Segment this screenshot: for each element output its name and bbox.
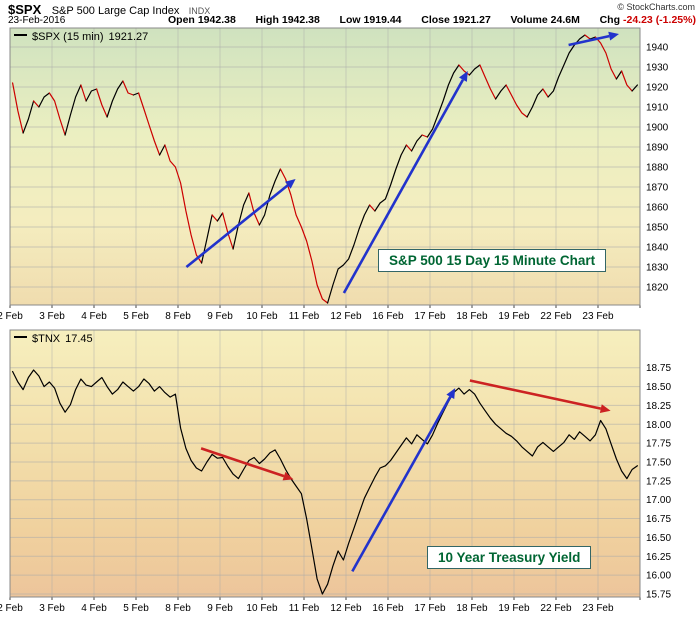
svg-text:4 Feb: 4 Feb (81, 311, 107, 322)
quote-volume: Volume 24.6M (510, 14, 580, 26)
svg-text:17.75: 17.75 (646, 439, 671, 450)
svg-text:1940: 1940 (646, 43, 669, 54)
exchange-label: INDX (188, 6, 211, 16)
svg-text:8 Feb: 8 Feb (165, 603, 191, 614)
svg-text:17.50: 17.50 (646, 457, 671, 468)
quote-line: Open 1942.38 High 1942.38 Low 1919.44 Close… (168, 14, 696, 26)
svg-text:10 Feb: 10 Feb (246, 603, 278, 614)
svg-text:18 Feb: 18 Feb (456, 603, 488, 614)
svg-text:11 Feb: 11 Feb (289, 311, 320, 322)
svg-text:18.00: 18.00 (646, 420, 671, 431)
svg-text:1820: 1820 (646, 283, 669, 294)
svg-text:23 Feb: 23 Feb (582, 311, 614, 322)
tnx-line-swatch-icon (14, 336, 27, 339)
quote-low: Low 1919.44 (339, 14, 402, 26)
quote-date: 23-Feb-2016 (8, 15, 66, 26)
svg-text:17.25: 17.25 (646, 476, 671, 487)
svg-text:22 Feb: 22 Feb (540, 603, 572, 614)
tnx-legend-value: 17.45 (65, 333, 93, 345)
quote-change: Chg -24.23 (-1.25%) (599, 14, 696, 26)
tnx-annotation-box: 10 Year Treasury Yield (427, 546, 592, 569)
svg-text:16.25: 16.25 (646, 552, 671, 563)
svg-text:22 Feb: 22 Feb (540, 311, 572, 322)
quote-high: High 1942.38 (255, 14, 320, 26)
svg-text:1920: 1920 (646, 83, 669, 94)
svg-text:1870: 1870 (646, 183, 669, 194)
chart-title-line: $SPX S&P 500 Large Cap Index INDX (8, 1, 210, 19)
symbol-name: S&P 500 Large Cap Index (51, 5, 180, 17)
svg-text:3 Feb: 3 Feb (39, 311, 65, 322)
svg-text:18.50: 18.50 (646, 382, 671, 393)
svg-text:1850: 1850 (646, 223, 669, 234)
svg-text:1840: 1840 (646, 243, 669, 254)
svg-text:16.50: 16.50 (646, 533, 671, 544)
svg-text:19 Feb: 19 Feb (498, 603, 530, 614)
svg-text:2 Feb: 2 Feb (0, 311, 23, 322)
svg-text:17.00: 17.00 (646, 495, 671, 506)
svg-text:17 Feb: 17 Feb (414, 311, 446, 322)
svg-text:5 Feb: 5 Feb (123, 603, 149, 614)
svg-text:16 Feb: 16 Feb (372, 311, 404, 322)
svg-text:18.25: 18.25 (646, 401, 671, 412)
svg-text:1880: 1880 (646, 163, 669, 174)
svg-text:18.75: 18.75 (646, 363, 671, 374)
svg-text:17 Feb: 17 Feb (414, 603, 446, 614)
svg-text:3 Feb: 3 Feb (39, 603, 65, 614)
tnx-legend-symbol: $TNX (32, 333, 61, 345)
svg-text:9 Feb: 9 Feb (207, 311, 233, 322)
svg-text:16 Feb: 16 Feb (372, 603, 404, 614)
svg-text:19 Feb: 19 Feb (498, 311, 530, 322)
tnx-yield-chart: 18.75 18.50 18.25 18.00 17.75 17.50 17.25 17.00… (0, 329, 671, 614)
spx-line-swatch-icon (14, 34, 27, 37)
svg-text:1930: 1930 (646, 63, 669, 74)
svg-text:1860: 1860 (646, 203, 669, 214)
svg-text:9 Feb: 9 Feb (207, 603, 233, 614)
spx-legend-value: 1921.27 (108, 31, 149, 43)
spx-price-chart: 1940 1930 1920 1910 1900 1890 1880 1870 1860 1850… (0, 27, 669, 322)
svg-text:2 Feb: 2 Feb (0, 603, 23, 614)
svg-text:18 Feb: 18 Feb (456, 311, 488, 322)
svg-text:16.75: 16.75 (646, 514, 671, 525)
svg-text:1900: 1900 (646, 123, 669, 134)
svg-text:10 Feb: 10 Feb (246, 311, 278, 322)
svg-text:16.00: 16.00 (646, 571, 671, 582)
svg-text:1890: 1890 (646, 143, 669, 154)
svg-text:11 Feb: 11 Feb (289, 603, 320, 614)
svg-text:8 Feb: 8 Feb (165, 311, 191, 322)
svg-text:1830: 1830 (646, 263, 669, 274)
svg-text:12 Feb: 12 Feb (330, 311, 362, 322)
spx-annotation-box: S&P 500 15 Day 15 Minute Chart (378, 249, 607, 272)
tnx-legend: $TNX 17.45 (14, 333, 93, 345)
quote-close: Close 1921.27 (421, 14, 491, 26)
quote-open: Open 1942.38 (168, 14, 236, 26)
svg-text:5 Feb: 5 Feb (123, 311, 149, 322)
symbol-label: $SPX (8, 2, 42, 17)
svg-text:12 Feb: 12 Feb (330, 603, 362, 614)
svg-text:23 Feb: 23 Feb (582, 603, 614, 614)
svg-text:4 Feb: 4 Feb (81, 603, 107, 614)
svg-text:15.75: 15.75 (646, 589, 671, 600)
svg-text:1910: 1910 (646, 103, 669, 114)
stockcharts-copyright-link[interactable]: © StockCharts.com (617, 2, 695, 12)
spx-legend: $SPX (15 min) 1921.27 (14, 31, 148, 43)
spx-legend-symbol: $SPX (15 min) (32, 31, 104, 43)
